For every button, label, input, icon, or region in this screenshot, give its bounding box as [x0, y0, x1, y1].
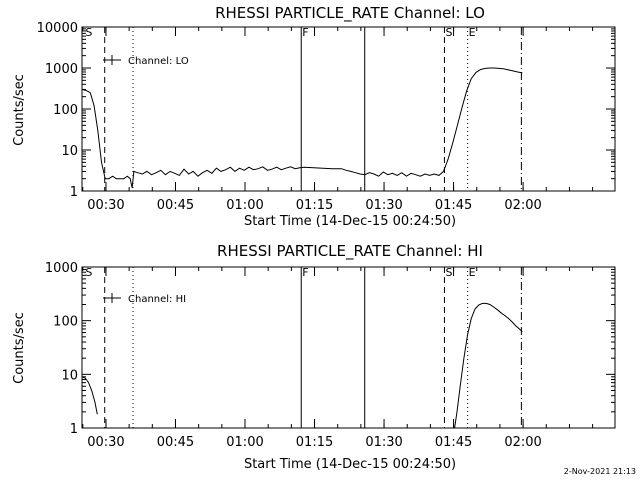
legend-label-lo: Channel: LO: [128, 56, 189, 67]
y-axis-label-lo: Counts/sec: [12, 74, 27, 146]
x-tick-label: 00:45: [157, 198, 194, 213]
event-marker-label: S: [85, 266, 92, 279]
chart-title-lo: RHESSI PARTICLE_RATE Channel: LO: [215, 4, 485, 23]
y-tick-label: 10: [61, 144, 78, 159]
x-tick-label: 00:30: [87, 198, 124, 213]
x-tick-label: 02:00: [504, 198, 541, 213]
y-axis-label-hi: Counts/sec: [12, 312, 27, 384]
chart-title-hi: RHESSI PARTICLE_RATE Channel: HI: [217, 242, 483, 261]
series-line-lo-0: [81, 67, 523, 188]
legend-label-hi: Channel: HI: [128, 294, 186, 305]
event-marker-label: E: [469, 26, 476, 39]
event-marker-label: F: [302, 266, 308, 279]
plot-frame-hi: [81, 266, 616, 429]
render-timestamp: 2-Nov-2021 21:13: [564, 467, 636, 476]
y-tick-label: 1: [70, 185, 78, 200]
event-marker-label: S: [445, 26, 452, 39]
series-line-hi-1: [454, 302, 523, 429]
plot-channel-lo: RHESSI PARTICLE_RATE Channel: LO Start T…: [12, 4, 616, 229]
x-tick-label: 01:15: [296, 198, 333, 213]
x-tick-label: 01:45: [435, 435, 472, 450]
y-tick-label: 1000: [45, 62, 78, 77]
event-marker-label: F: [302, 26, 308, 39]
x-tick-label: 02:00: [504, 435, 541, 450]
y-tick-label: 10000: [37, 21, 78, 36]
y-tick-label: 10: [61, 368, 78, 383]
y-tick-label: 1000: [45, 261, 78, 276]
x-tick-label: 00:30: [87, 435, 124, 450]
x-tick-label: 01:45: [435, 198, 472, 213]
plot-frame-lo: [81, 26, 616, 192]
x-axis-label-hi: Start Time (14-Dec-15 00:24:50): [244, 457, 456, 472]
x-tick-label: 01:00: [226, 435, 263, 450]
y-tick-label: 100: [53, 103, 78, 118]
x-tick-label: 01:15: [296, 435, 333, 450]
y-tick-label: 1: [70, 422, 78, 437]
event-marker-label: S: [85, 26, 92, 39]
event-marker-label: S: [445, 266, 452, 279]
x-tick-label: 01:00: [226, 198, 263, 213]
plot-channel-hi: RHESSI PARTICLE_RATE Channel: HI Start T…: [12, 242, 616, 472]
y-tick-label: 100: [53, 315, 78, 330]
x-axis-label-lo: Start Time (14-Dec-15 00:24:50): [244, 214, 456, 229]
x-tick-label: 00:45: [157, 435, 194, 450]
series-line-hi-0: [81, 376, 98, 415]
x-tick-label: 01:30: [365, 198, 402, 213]
x-tick-label: 01:30: [365, 435, 402, 450]
event-marker-label: E: [469, 266, 476, 279]
